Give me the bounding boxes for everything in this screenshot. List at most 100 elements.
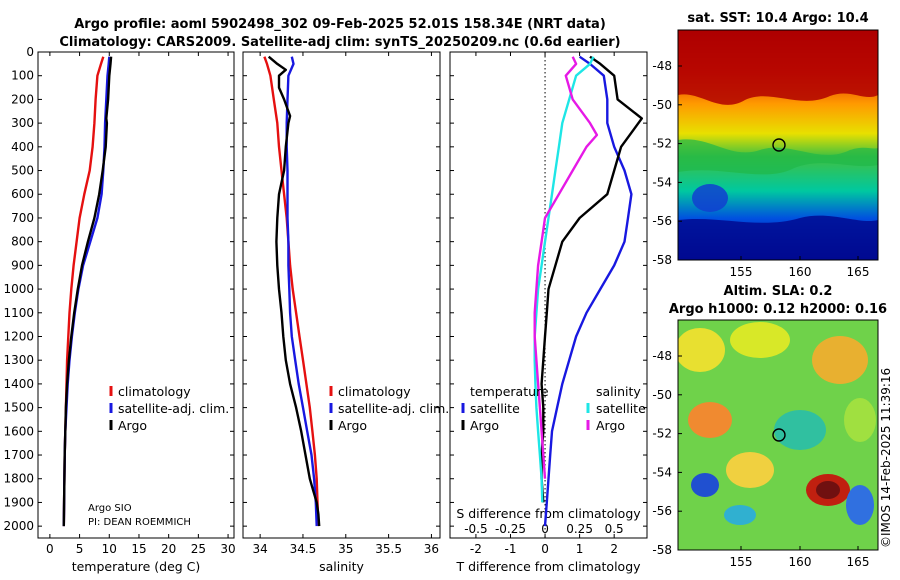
x-tick-label: -2 [470, 542, 482, 556]
y-tick-label: 2000 [3, 519, 34, 533]
x-tick-label: 0 [46, 542, 54, 556]
panel-salinity: 34 34.5 35 35.5 36 salinity [242, 51, 441, 574]
y-tick-label: 1400 [3, 377, 34, 391]
map-lon-label: 165 [847, 555, 870, 569]
y-tick-label: 500 [11, 164, 34, 178]
y-tick-label: 600 [11, 187, 34, 201]
x-tick-label: 2 [610, 542, 618, 556]
map-lat-label: -58 [652, 543, 672, 557]
map-lat-label: -54 [652, 465, 672, 479]
x-tick-label: 5 [76, 542, 84, 556]
legend-label-argo-2: Argo [338, 418, 367, 433]
sla-map-title2: Argo h1000: 0.12 h2000: 0.16 [669, 302, 887, 317]
y-tick-label: 0 [26, 45, 34, 59]
credit-pi: PI: DEAN ROEMMICH [88, 517, 191, 528]
x-axis-label-differences: T difference from climatology [455, 559, 641, 574]
map-lat-label: -50 [652, 98, 672, 112]
series-differences-temperature-satellite [543, 55, 633, 527]
y-tick-label: 200 [11, 92, 34, 106]
y-tick-label: 1500 [3, 401, 34, 415]
x-axis-label-salinity: salinity [319, 559, 364, 574]
map-lat-label: -56 [652, 214, 672, 228]
map-lat-label: -48 [652, 349, 672, 363]
x-tick-label: 20 [161, 542, 176, 556]
x-tick-label: 35 [338, 542, 353, 556]
y-tick-label: 1600 [3, 424, 34, 438]
series-differences-temperature-argo [540, 55, 643, 503]
temperature-legend: climatology satellite-adj. clim. Argo Ar… [88, 384, 229, 528]
sst-float-marker [772, 138, 786, 152]
y-tick-label: 1700 [3, 448, 34, 462]
panel-differences: -2 -1 0 1 2 T difference from climatology S di… [449, 51, 648, 574]
y-tick-label: 300 [11, 116, 34, 130]
series-salinity-argo [267, 55, 321, 527]
y-tick-label: 1300 [3, 353, 34, 367]
series-differences-salinity-satellite [533, 56, 595, 503]
x-tick-label: 30 [220, 542, 235, 556]
y-tick-label: 400 [11, 140, 34, 154]
panel-temperature: 0100200300400500600700800900100011001200… [3, 45, 235, 574]
s-tick-label: 0.25 [566, 522, 593, 536]
plot-frame-temperature [37, 51, 235, 539]
y-tick-label: 1900 [3, 495, 34, 509]
y-tick-label: 800 [11, 235, 34, 249]
y-tick-label: 1000 [3, 282, 34, 296]
salinity-legend: climatology satellite-adj. clim. Argo [329, 384, 449, 433]
s-tick-label: 0 [541, 522, 549, 536]
credit-argo-sio: Argo SIO [88, 503, 132, 514]
legend-heading-salinity: salinity [596, 384, 641, 399]
map-lat-label: -52 [652, 137, 672, 151]
y-tick-label: 1800 [3, 472, 34, 486]
map-lat-label: -52 [652, 427, 672, 441]
x-tick-label: 36 [424, 542, 439, 556]
x-tick-label: 15 [131, 542, 146, 556]
sla-float-marker [772, 428, 786, 442]
sla-map: Altim. SLA: 0.2 Argo h1000: 0.12 h2000: … [669, 284, 887, 551]
x-tick-label: -1 [504, 542, 516, 556]
s-tick-label: -0.5 [464, 522, 487, 536]
x-tick-label: 34 [252, 542, 267, 556]
difference-legend: temperature satellite Argo salinity sate… [461, 384, 646, 433]
map-lon-label: 160 [789, 265, 812, 279]
x-tick-label: 1 [576, 542, 584, 556]
series-differences-salinity-argo [533, 56, 599, 479]
y-tick-label: 100 [11, 69, 34, 83]
x-tick-label: 0 [541, 542, 549, 556]
sst-map-title: sat. SST: 10.4 Argo: 10.4 [687, 11, 868, 26]
x-tick-label: 34.5 [290, 542, 317, 556]
y-tick-label: 1200 [3, 329, 34, 343]
map-lat-label: -56 [652, 504, 672, 518]
legend-heading-temperature: temperature [470, 384, 549, 399]
map-lat-label: -48 [652, 59, 672, 73]
plot-frame-salinity [242, 51, 441, 539]
x-tick-label: 10 [102, 542, 117, 556]
series-salinity-climatology [263, 56, 320, 527]
map-lat-label: -54 [652, 175, 672, 189]
imos-stamp: ©IMOS 14-Feb-2025 11:39:16 [879, 368, 893, 548]
map-lat-label: -50 [652, 388, 672, 402]
legend-label-s-satellite: satellite [596, 401, 646, 416]
y-tick-label: 700 [11, 211, 34, 225]
legend-label-argo: Argo [118, 418, 147, 433]
figure-title-line1: Argo profile: aoml 5902498_302 09-Feb-20… [74, 17, 606, 32]
s-tick-label: -0.25 [495, 522, 526, 536]
y-tick-label: 1100 [3, 306, 34, 320]
legend-label-t-argo: Argo [470, 418, 499, 433]
map-lon-label: 155 [730, 265, 753, 279]
map-lat-label: -58 [652, 253, 672, 267]
legend-label-s-argo: Argo [596, 418, 625, 433]
legend-label-climatology: climatology [118, 384, 191, 399]
map-lon-label: 155 [730, 555, 753, 569]
figure-title-line2: Climatology: CARS2009. Satellite-adj cli… [59, 35, 620, 50]
s-tick-label: 0.5 [605, 522, 624, 536]
map-lon-label: 160 [789, 555, 812, 569]
x-axis-label-temperature: temperature (deg C) [72, 559, 201, 574]
x-tick-label: 35.5 [375, 542, 402, 556]
series-temperature-argo [62, 56, 113, 527]
map-lon-label: 165 [847, 265, 870, 279]
y-tick-label: 900 [11, 258, 34, 272]
sst-map: sat. SST: 10.4 Argo: 10.4 [677, 11, 879, 261]
sla-map-title1: Altim. SLA: 0.2 [724, 284, 833, 299]
